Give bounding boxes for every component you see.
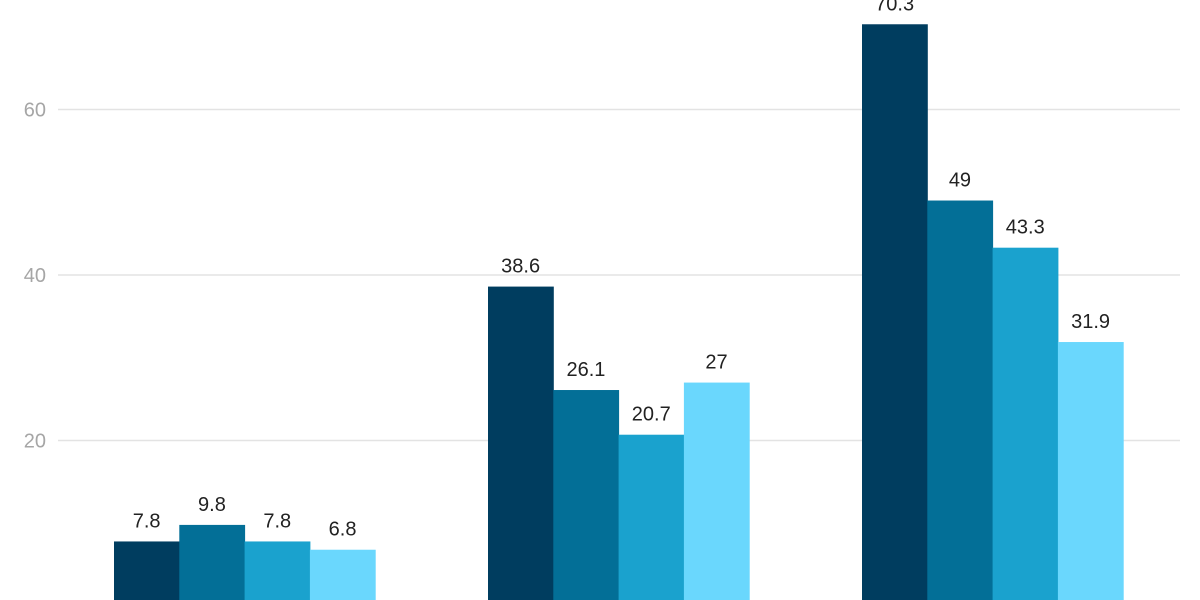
data-label: 27 <box>705 352 727 374</box>
bar <box>683 382 750 600</box>
data-label: 49 <box>949 170 971 192</box>
data-label: 38.6 <box>501 256 540 278</box>
y-tick-label: 20 <box>24 431 46 453</box>
data-label: 70.3 <box>875 0 914 15</box>
data-label: 7.8 <box>133 510 161 532</box>
bar <box>553 390 620 600</box>
data-label: 31.9 <box>1071 311 1110 333</box>
data-label: 26.1 <box>566 359 605 381</box>
data-labels: 7.8 9.8 7.8 6.8 38.6 26.1 20.7 27 70.3 49 43.3 31.9 <box>133 0 1110 541</box>
y-tick-label: 60 <box>24 100 46 122</box>
y-tick-label: 40 <box>24 265 46 287</box>
bar <box>244 541 311 600</box>
bar <box>618 434 685 600</box>
bar <box>488 286 554 600</box>
bar <box>1057 342 1124 600</box>
bar <box>309 549 376 600</box>
bars <box>114 24 1124 600</box>
data-label: 20.7 <box>632 404 671 426</box>
bar <box>179 524 246 600</box>
bar <box>114 541 180 600</box>
data-label: 43.3 <box>1006 217 1045 239</box>
data-label: 9.8 <box>198 494 226 516</box>
bar <box>927 200 994 600</box>
data-label: 7.8 <box>263 510 291 532</box>
data-label: 6.8 <box>329 519 357 541</box>
bar <box>862 24 928 600</box>
bar <box>992 247 1059 600</box>
